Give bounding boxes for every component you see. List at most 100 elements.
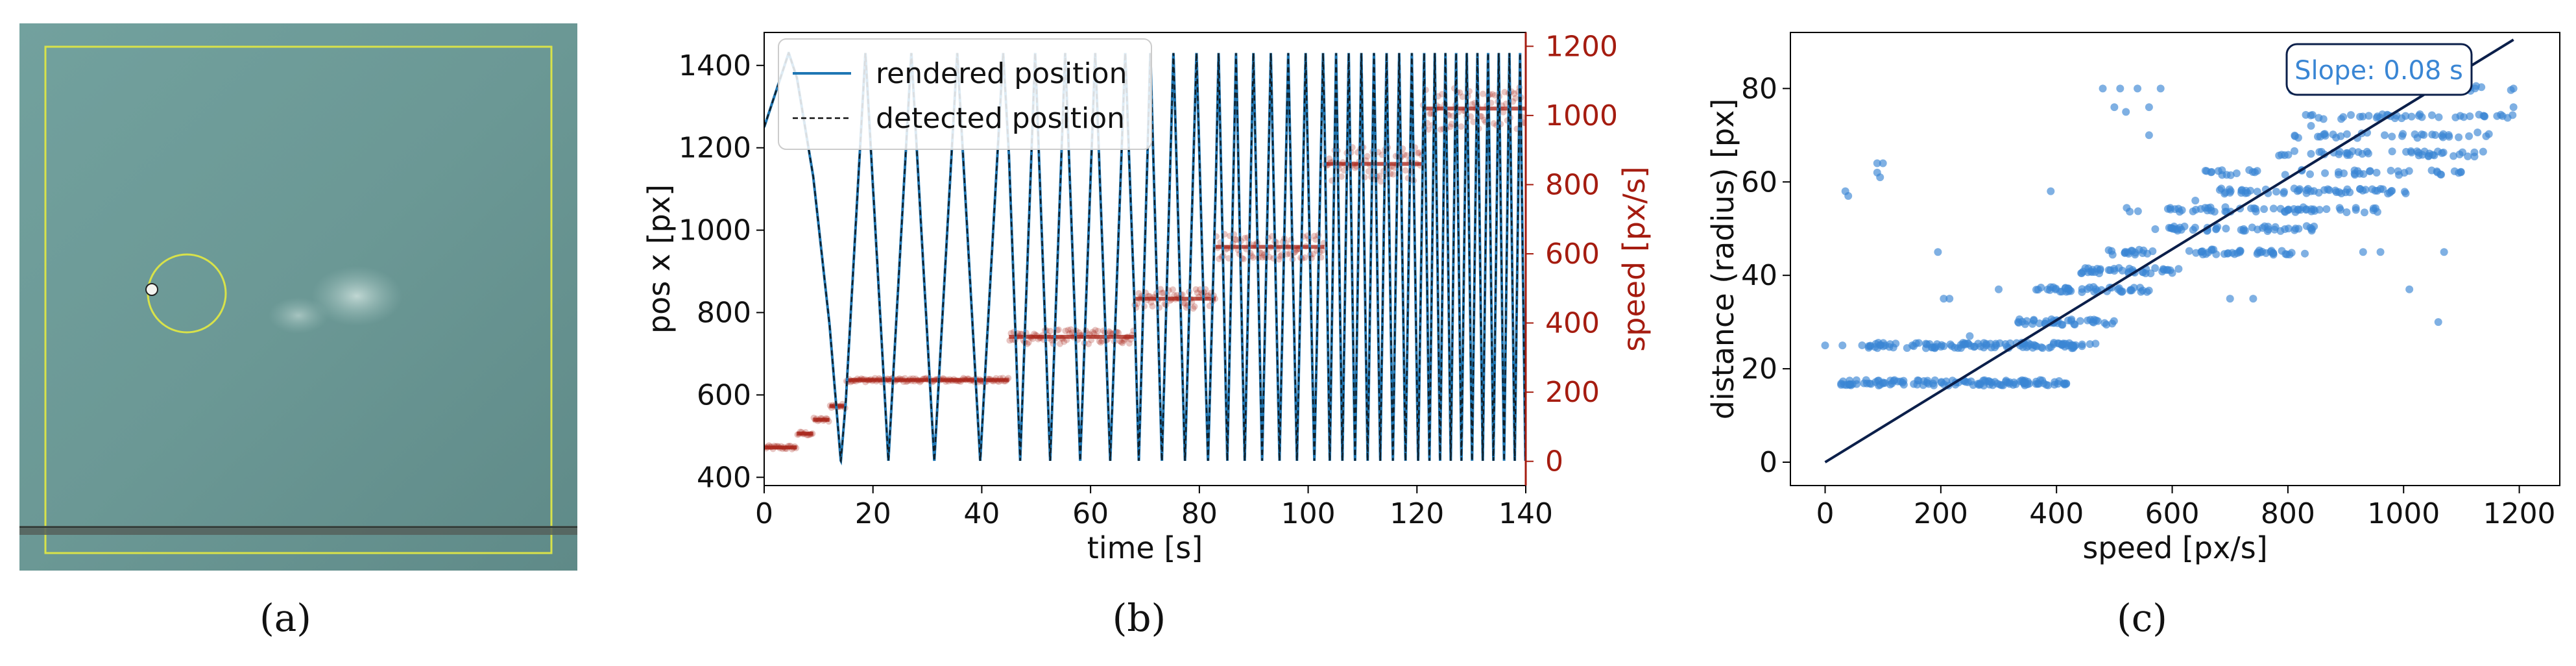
speed-point <box>985 376 993 383</box>
scatter-point <box>2262 249 2270 257</box>
scatter-point <box>2019 339 2028 347</box>
scatter-point <box>2269 251 2278 259</box>
scatter-point <box>2357 129 2366 138</box>
speed-point <box>963 376 970 384</box>
scatter-point <box>2043 285 2052 293</box>
scatter-point <box>2424 152 2433 160</box>
scatter-point <box>2307 207 2316 216</box>
speed-point <box>881 376 888 383</box>
x-tick-label-c: 1200 <box>2483 497 2556 530</box>
scatter-point <box>2197 248 2206 256</box>
speed-point <box>1065 327 1072 334</box>
scatter-point <box>1974 339 1982 348</box>
scatter-point <box>2264 225 2272 234</box>
scatter-point <box>2045 343 2053 352</box>
scatter-point <box>2281 250 2290 258</box>
scatter-point <box>2358 149 2366 158</box>
scatter-point <box>2250 204 2258 212</box>
scatter-point <box>2298 82 2306 91</box>
scatter-point <box>2307 187 2315 195</box>
speed-point <box>791 443 799 450</box>
speed-point <box>1052 335 1059 342</box>
speed-point <box>967 377 974 384</box>
speed-point <box>1314 247 1321 254</box>
speed-point <box>1089 328 1096 336</box>
scatter-point <box>2123 204 2131 212</box>
speed-point <box>1426 110 1434 117</box>
scatter-point <box>2174 204 2183 213</box>
scatter-point <box>1960 376 1969 385</box>
scatter-point <box>2320 186 2328 194</box>
scatter-point <box>2280 151 2289 160</box>
scatter-point <box>2235 248 2244 256</box>
scatter-point <box>2233 249 2242 257</box>
speed-point <box>798 428 805 436</box>
speed-point <box>1174 291 1181 299</box>
scatter-point <box>1910 342 1918 351</box>
speed-point <box>1253 239 1260 246</box>
scatter-point <box>2327 87 2335 95</box>
scatter-point <box>1976 380 1984 389</box>
scatter-point <box>2291 224 2300 232</box>
speed-point <box>1127 336 1134 343</box>
scatter-point <box>2051 378 2059 386</box>
scatter-point <box>2284 225 2293 233</box>
speed-point <box>1032 331 1039 338</box>
speed-point <box>1108 330 1115 338</box>
speed-point <box>1036 334 1043 341</box>
speed-point <box>1166 297 1174 304</box>
scatter-point <box>2239 225 2248 233</box>
speed-point <box>1164 292 1171 299</box>
speed-point <box>1066 330 1073 337</box>
scatter-point <box>2346 188 2354 197</box>
speed-point <box>1244 234 1251 241</box>
scatter-point <box>2350 166 2359 175</box>
scatter-point <box>1912 339 1920 347</box>
scatter-point <box>2355 82 2364 90</box>
scatter-point <box>2054 317 2062 325</box>
speed-point <box>1335 166 1342 173</box>
scatter-point <box>2115 284 2123 292</box>
speed-point <box>1434 93 1441 100</box>
scatter-point <box>2207 206 2215 215</box>
scatter-point <box>2324 185 2332 193</box>
speed-point <box>1017 330 1024 338</box>
scatter-point <box>1988 381 1997 389</box>
speed-point <box>1059 335 1066 342</box>
speed-point <box>1481 117 1488 124</box>
scatter-point <box>2217 184 2226 193</box>
speed-point <box>1410 177 1417 184</box>
speed-point <box>1449 112 1456 119</box>
speed-point <box>1162 301 1170 308</box>
scatter-point <box>2270 225 2279 234</box>
scatter-point <box>2438 149 2446 157</box>
scatter-point <box>2291 131 2299 140</box>
scatter-point <box>2099 84 2107 93</box>
speed-point <box>782 445 789 452</box>
scatter-point <box>2321 132 2329 140</box>
scatter-point <box>2049 283 2058 291</box>
speed-point <box>1207 290 1214 297</box>
x-tick-label-c: 600 <box>2145 497 2200 530</box>
scatter-point <box>2480 112 2488 120</box>
speed-point <box>1279 238 1286 245</box>
speed-point <box>804 432 811 439</box>
speed-point <box>780 443 788 450</box>
scatter-point <box>2418 151 2427 159</box>
scatter-point <box>2302 205 2311 214</box>
scatter-point <box>1948 376 1956 385</box>
scatter-point <box>2173 227 2182 235</box>
scatter-point <box>1837 379 1846 388</box>
speed-point <box>1148 299 1155 306</box>
scatter-point <box>2192 249 2200 257</box>
speed-point <box>1082 327 1089 334</box>
speed-point <box>1014 330 1021 337</box>
scatter-point <box>2106 266 2115 275</box>
scatter-point <box>1845 380 1853 389</box>
scatter-point <box>2212 225 2221 234</box>
scatter-point <box>2201 204 2209 212</box>
scatter-point <box>1964 339 1973 348</box>
scatter-point <box>2050 338 2058 347</box>
speed-point <box>1388 163 1395 170</box>
scatter-point <box>2302 186 2311 194</box>
